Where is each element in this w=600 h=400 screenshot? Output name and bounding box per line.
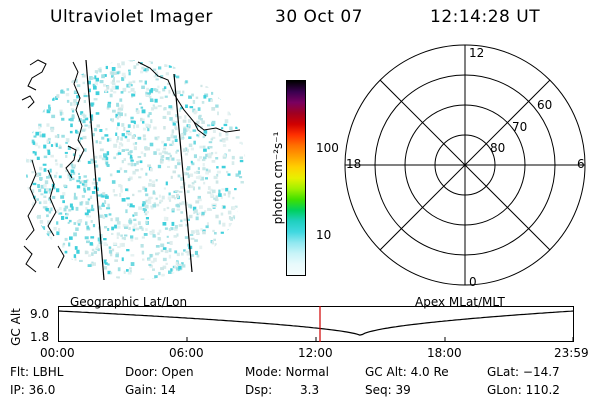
lat-label-80: 80 — [490, 141, 506, 155]
xtick-1200: 12:00 — [298, 346, 333, 360]
colorbar-tick-100: 100 — [316, 141, 339, 155]
colorbar — [286, 80, 306, 276]
xtick-2359: 23:59 — [554, 346, 589, 360]
gain-label: Gain: 14 — [125, 383, 176, 397]
time-label: 12:14:28 UT — [430, 7, 541, 27]
glat-label: GLat: −14.7 — [487, 365, 560, 379]
auroral-image — [21, 59, 246, 281]
gc-alt-label: GC Alt: 4.0 Re — [365, 365, 449, 379]
x-ticks — [58, 337, 574, 342]
xtick-1800: 18:00 — [427, 346, 462, 360]
seq-label: Seq: 39 — [365, 383, 411, 397]
mlt-label-6: 6 — [577, 157, 585, 171]
ip-label: IP: 36.0 — [10, 383, 56, 397]
geographic-title: Geographic Lat/Lon — [70, 295, 188, 309]
polar-grid — [344, 44, 586, 286]
filter-label: Flt: LBHL — [10, 365, 64, 379]
ytick-9-0: 9.0 — [30, 307, 50, 321]
door-label: Door: Open — [125, 365, 194, 379]
coastline-outlines — [21, 59, 241, 273]
altitude-plot — [58, 306, 574, 342]
apex-title: Apex MLat/MLT — [415, 295, 505, 309]
mlt-label-0: 0 — [469, 275, 477, 289]
plot-frame — [58, 306, 574, 342]
ytick-1-8: 1.8 — [30, 330, 50, 344]
date-label: 30 Oct 07 — [275, 7, 363, 27]
mode-label: Mode: Normal — [245, 365, 329, 379]
lat-label-70: 70 — [512, 120, 528, 134]
instrument-title: Ultraviolet Imager — [50, 7, 213, 27]
xtick-0600: 06:00 — [169, 346, 204, 360]
mlt-label-12: 12 — [469, 46, 485, 60]
glon-label: GLon: 110.2 — [487, 383, 560, 397]
altitude-curve — [58, 310, 574, 336]
xtick-0000: 00:00 — [40, 346, 75, 360]
meridian-line-right — [173, 73, 193, 273]
dsp-label: Dsp: — [245, 383, 273, 397]
dsp-value: 3.3 — [300, 383, 320, 397]
colorbar-tick-10: 10 — [316, 228, 332, 242]
mlt-label-18: 18 — [346, 157, 362, 171]
lat-label-60: 60 — [537, 98, 553, 112]
plot-ylabel: GC Alt — [9, 308, 23, 346]
emission-speckles — [26, 60, 246, 280]
meridian-line-left — [85, 59, 105, 281]
colorbar-unit-label: photon cm⁻²s⁻¹ — [271, 131, 285, 225]
